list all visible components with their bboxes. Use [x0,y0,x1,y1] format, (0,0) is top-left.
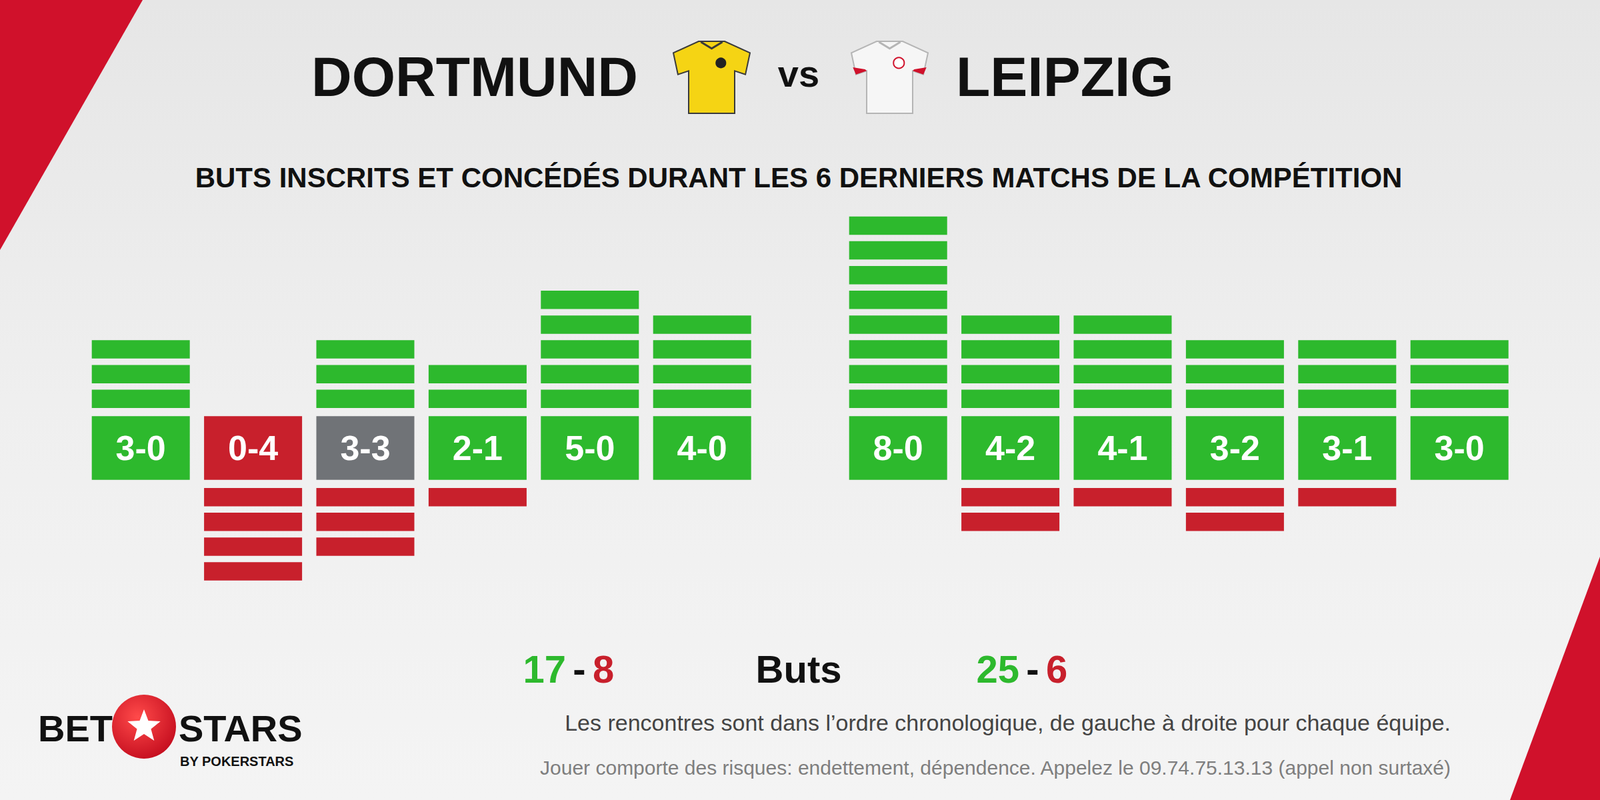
svg-text:Buts: Buts [756,647,842,691]
svg-text:3-3: 3-3 [340,428,390,468]
svg-text:25: 25 [976,647,1020,691]
svg-text:3-0: 3-0 [1434,428,1485,468]
svg-text:BY POKERSTARS: BY POKERSTARS [180,754,294,769]
svg-text:4-0: 4-0 [677,428,728,468]
svg-text:6: 6 [1046,647,1068,691]
svg-text:BUTS INSCRITS ET CONCÉDÉS DURA: BUTS INSCRITS ET CONCÉDÉS DURANT LES 6 D… [195,162,1403,194]
svg-text:LEIPZIG: LEIPZIG [956,45,1174,108]
svg-text:0-4: 0-4 [228,428,278,468]
svg-text:vs: vs [778,52,820,95]
svg-text:-: - [1026,647,1039,691]
svg-text:3-1: 3-1 [1322,428,1372,468]
svg-text:BET: BET [38,707,113,750]
svg-text:3-0: 3-0 [116,428,166,468]
svg-text:STARS: STARS [178,707,303,750]
svg-text:-: - [572,647,586,691]
svg-text:3-2: 3-2 [1210,428,1260,468]
svg-text:2-1: 2-1 [452,428,503,468]
svg-text:17: 17 [522,647,566,691]
svg-text:5-0: 5-0 [564,428,615,468]
svg-text:8-0: 8-0 [873,428,924,468]
svg-text:Jouer comporte des risques: en: Jouer comporte des risques: endettement,… [540,756,1451,779]
svg-text:Les rencontres sont dans l’ord: Les rencontres sont dans l’ordre chronol… [564,710,1451,736]
svg-text:DORTMUND: DORTMUND [311,45,638,108]
svg-text:8: 8 [592,647,614,691]
svg-text:4-1: 4-1 [1097,428,1148,468]
svg-text:4-2: 4-2 [985,428,1036,468]
